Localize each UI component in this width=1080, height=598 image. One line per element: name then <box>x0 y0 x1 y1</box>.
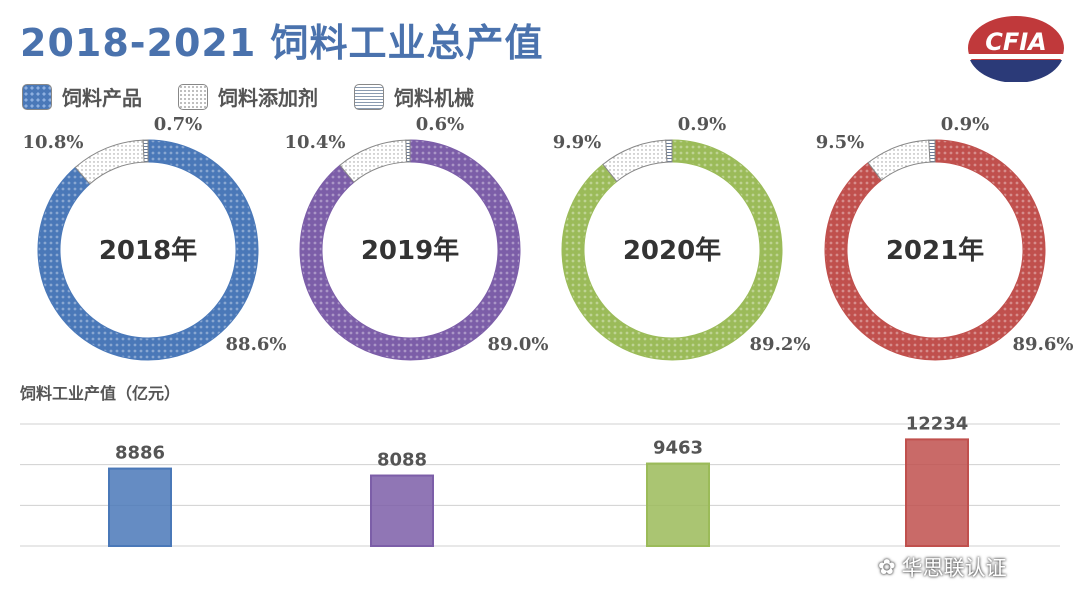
donut-percent-label: 10.8% <box>23 132 84 153</box>
bar-value-label: 9463 <box>653 438 703 459</box>
legend-swatch-light <box>178 83 208 110</box>
donut-center-year: 2021年 <box>886 235 984 266</box>
donut-slice-feed-machinery <box>142 139 149 163</box>
legend-item-feed-machinery: 饲料机械 <box>354 82 474 111</box>
donut-percent-label: 0.9% <box>941 114 989 135</box>
wechat-icon: ✿ <box>878 555 896 579</box>
donut-slice-feed-machinery <box>405 139 411 163</box>
donut-slice-feed-products <box>299 139 521 361</box>
bar-value-label: 8886 <box>115 443 165 464</box>
donut-percent-label: 0.9% <box>678 114 726 135</box>
donut-center-year: 2019年 <box>361 235 459 266</box>
donut-slice-feed-additives <box>867 139 931 181</box>
donut-slice-feed-products <box>561 139 783 361</box>
donut-percent-label: 10.4% <box>285 132 346 153</box>
legend-label: 饲料添加剂 <box>218 86 318 110</box>
bar-chart-title: 饲料工业产值（亿元） <box>20 384 181 403</box>
legend-item-feed-products: 饲料产品 <box>22 82 142 111</box>
watermark-text: 华思联认证 <box>901 556 1007 580</box>
page-title: 2018-2021 饲料工业总产值 <box>20 21 544 65</box>
donut-percent-label: 0.7% <box>154 114 202 135</box>
cfia-logo: CFIA <box>966 14 1066 86</box>
bar-2019 <box>370 474 434 547</box>
svg-text:CFIA: CFIA <box>985 28 1047 56</box>
donut-percent-label: 89.0% <box>488 334 549 355</box>
bar-value-label: 8088 <box>377 450 427 471</box>
donut-center-year: 2018年 <box>99 235 197 266</box>
donut-percent-label: 89.6% <box>1013 334 1074 355</box>
donut-slice-feed-machinery <box>928 139 936 163</box>
donut-percent-label: 9.5% <box>816 132 864 153</box>
donut-slice-feed-products <box>37 139 259 361</box>
bar-value-label: 12234 <box>906 413 969 434</box>
legend-label: 饲料产品 <box>62 86 142 110</box>
donut-percent-label: 0.6% <box>416 114 464 135</box>
legend-item-feed-additives: 饲料添加剂 <box>178 82 318 111</box>
watermark: ✿ 华思联认证 <box>878 552 1007 582</box>
donut-slice-feed-additives <box>602 139 668 183</box>
donut-slice-feed-products <box>824 139 1046 361</box>
legend-swatch-dotted <box>22 83 52 110</box>
donut-percent-label: 88.6% <box>226 334 287 355</box>
bar-2021 <box>905 438 969 548</box>
donut-percent-label: 89.2% <box>750 334 811 355</box>
donut-slice-feed-additives <box>339 139 408 183</box>
donut-percent-label: 9.9% <box>553 132 601 153</box>
bar-2018 <box>108 467 172 547</box>
donut-slice-feed-machinery <box>665 139 673 163</box>
legend-label: 饲料机械 <box>394 86 474 110</box>
legend: 饲料产品 饲料添加剂 饲料机械 <box>22 82 474 111</box>
bar-2020 <box>646 462 710 547</box>
legend-swatch-striped <box>354 83 384 110</box>
donut-center-year: 2020年 <box>623 235 721 266</box>
donut-slice-feed-additives <box>74 139 145 185</box>
